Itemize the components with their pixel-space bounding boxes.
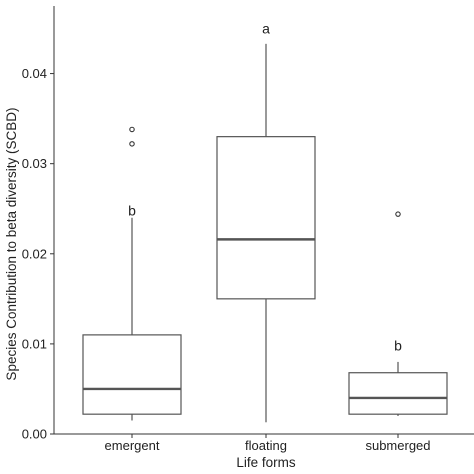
x-tick-label: emergent xyxy=(105,438,160,453)
box-group-floating: a xyxy=(216,21,316,423)
x-axis-title: Life forms xyxy=(236,455,296,470)
box-iqr xyxy=(216,136,316,300)
x-axis-ticks: emergent floating submerged xyxy=(105,434,431,453)
y-axis-ticks: 0.00 0.01 0.02 0.03 0.04 xyxy=(22,66,54,442)
y-tick-label: 0.03 xyxy=(22,156,47,171)
significance-letter: b xyxy=(394,338,402,354)
x-tick-label: floating xyxy=(245,438,287,453)
y-tick-label: 0.01 xyxy=(22,336,47,351)
box-group-emergent: b xyxy=(82,126,182,421)
outlier-point xyxy=(129,126,135,133)
y-tick-label: 0.04 xyxy=(22,66,47,81)
x-tick-label: submerged xyxy=(365,438,430,453)
outlier-point xyxy=(395,211,401,217)
significance-letter: b xyxy=(128,203,136,219)
plot-area: b a b xyxy=(82,21,448,423)
significance-letter: a xyxy=(262,21,270,37)
box-iqr xyxy=(348,372,448,415)
outlier-point xyxy=(129,141,135,147)
y-axis-title: Species Contribution to beta diversity (… xyxy=(4,107,19,380)
box-iqr xyxy=(82,334,182,415)
y-tick-label: 0.00 xyxy=(22,427,47,442)
y-tick-label: 0.02 xyxy=(22,246,47,261)
box-group-submerged: b xyxy=(348,211,448,416)
